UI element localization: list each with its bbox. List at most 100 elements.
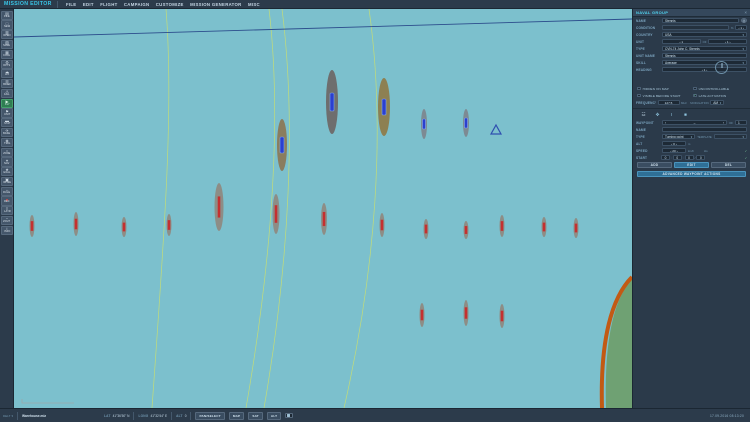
- menu-campaign[interactable]: CAMPAIGN: [123, 1, 150, 7]
- country-select[interactable]: USA ▾: [662, 31, 747, 38]
- text-icon[interactable]: I: [670, 112, 673, 117]
- skill-select[interactable]: Average ▾: [662, 59, 747, 66]
- map-canvas[interactable]: [14, 9, 632, 408]
- unit-red-ship-5[interactable]: [214, 183, 224, 231]
- waypoint-type-select[interactable]: Turning point ▾: [662, 133, 696, 140]
- menu-edit[interactable]: EDIT: [82, 1, 94, 7]
- tool-zoom-out-button[interactable]: − ZOUT: [1, 216, 13, 226]
- unit-name-input[interactable]: Stennis: [662, 52, 747, 59]
- tool-units-button[interactable]: ⚑ UNIT: [1, 108, 13, 118]
- start-hours[interactable]: 0: [661, 154, 670, 161]
- tool-save-button[interactable]: ▧ SAVE: [1, 39, 13, 50]
- unit-red-ship-1[interactable]: [29, 215, 35, 237]
- alt-view-button[interactable]: ALT: [266, 411, 282, 420]
- route-icon[interactable]: ☳: [641, 111, 646, 117]
- tool-zones-button[interactable]: ○ ZONE: [1, 147, 13, 157]
- tool-ruler-button[interactable]: ↔ RULE: [1, 186, 13, 196]
- tool-open-button[interactable]: ▥ OPEN: [1, 30, 13, 40]
- waypoint-name-input[interactable]: [662, 126, 747, 133]
- tool-briefing-button[interactable]: ☰ BRIEF: [1, 79, 13, 89]
- unit-red-ship-9[interactable]: [423, 219, 429, 239]
- tool-fly-button[interactable]: ▶ FLY: [1, 98, 13, 108]
- advanced-waypoint-actions-button[interactable]: ADVANCED WAYPOINT ACTIONS: [637, 170, 746, 177]
- checkbox-visible-before-start[interactable]: VISIBLE BEFORE START: [637, 94, 690, 98]
- map-units[interactable]: [29, 70, 579, 328]
- menu-misc[interactable]: MISC: [247, 1, 260, 7]
- unit-index-stepper[interactable]: ‹ 1: [662, 38, 701, 45]
- unit-carrier-kuznetsov[interactable]: [326, 70, 338, 134]
- close-icon[interactable]: ×: [744, 10, 747, 15]
- name-randomize-icon[interactable]: Ⓡ: [741, 17, 747, 24]
- unit-red-ship-14[interactable]: [419, 303, 425, 327]
- condition-input[interactable]: [662, 24, 729, 31]
- tool-info-button[interactable]: i INFO: [1, 225, 13, 235]
- delete-waypoint-button[interactable]: DEL: [711, 162, 746, 168]
- tool-statics-button[interactable]: ▬ STAT: [1, 118, 13, 128]
- sat-view-button[interactable]: SAT: [248, 411, 263, 420]
- tool-record-button[interactable]: REC: [1, 196, 13, 206]
- waypoint-triangle-marker[interactable]: [489, 123, 503, 135]
- delete-icon[interactable]: ■: [684, 112, 687, 117]
- unit-red-ship-8[interactable]: [379, 213, 385, 237]
- tool-options-button[interactable]: ⚙ OPTS: [1, 59, 13, 69]
- menu-flight[interactable]: FLIGHT: [100, 1, 118, 7]
- tool-navigation-button[interactable]: ⌖ NAV: [1, 157, 13, 167]
- template-select[interactable]: ▾: [713, 133, 747, 140]
- unit-red-ship-12[interactable]: [541, 217, 547, 237]
- tool-triggers-button[interactable]: ◈ TRIG: [1, 137, 13, 147]
- unit-red-ship-10[interactable]: [463, 221, 469, 239]
- tool-airfields-button[interactable]: ✈ BASE: [1, 127, 13, 138]
- checkbox-uncontrollable[interactable]: UNCONTROLLABLE: [693, 87, 746, 91]
- unit-carrier-stennis[interactable]: [277, 119, 287, 171]
- status-delta-tag[interactable]: DELT ▾: [3, 414, 13, 418]
- move-icon[interactable]: ✥: [655, 111, 660, 117]
- frequency-stepper[interactable]: 127.5: [657, 99, 680, 106]
- unit-red-ship-6[interactable]: [272, 194, 280, 234]
- speed-stepper[interactable]: ‹ 20 ›: [662, 147, 686, 154]
- tool-warehouse-button[interactable]: ▣ WHSE: [1, 176, 13, 187]
- unit-red-ship-2[interactable]: [73, 212, 79, 236]
- map-view-button[interactable]: MAP: [228, 411, 245, 420]
- unit-red-ship-4[interactable]: [166, 214, 172, 236]
- unit-carrier-second[interactable]: [378, 78, 390, 136]
- unit-total-stepper[interactable]: ‹ 1 ›: [708, 38, 748, 45]
- alt-stepper[interactable]: ‹ 0 ›: [662, 140, 686, 147]
- menu-customize[interactable]: CUSTOMIZE: [155, 1, 184, 7]
- unit-red-ship-7[interactable]: [321, 203, 327, 235]
- view-toggle[interactable]: [285, 413, 294, 418]
- type-select[interactable]: CVN-74 John C. Stennis ▾: [662, 45, 747, 52]
- tool-failures-button[interactable]: ⚠ FAIL: [1, 88, 13, 99]
- unit-escort-a[interactable]: [421, 109, 427, 139]
- heading-stepper[interactable]: ‹ 1 ›: [662, 66, 747, 73]
- tool-layers-button[interactable]: ≡ LAYR: [1, 206, 13, 216]
- start-seconds[interactable]: 0: [684, 154, 694, 161]
- add-waypoint-button[interactable]: ADD: [637, 162, 672, 168]
- waypoint-next-icon[interactable]: ›: [723, 120, 725, 125]
- tool-weather-button[interactable]: ☁ WX: [1, 69, 13, 79]
- name-input[interactable]: Stennis: [662, 17, 739, 24]
- waypoint-stepper[interactable]: ‹ – ›: [662, 119, 728, 126]
- edit-waypoint-button[interactable]: EDIT: [674, 162, 709, 168]
- menu-file[interactable]: FILE: [65, 1, 77, 7]
- unit-escort-b[interactable]: [463, 109, 469, 137]
- modulation-select[interactable]: AM ▾: [710, 99, 725, 106]
- unit-red-ship-11[interactable]: [499, 215, 505, 237]
- tool-goals-button[interactable]: ★ GOAL: [1, 167, 13, 177]
- start-lock-icon[interactable]: ✓: [744, 155, 747, 160]
- unit-red-ship-16[interactable]: [499, 304, 505, 328]
- menu-mission-generator[interactable]: MISSION GENERATOR: [190, 1, 242, 7]
- checkbox-hidden-on-map[interactable]: HIDDEN ON MAP: [637, 87, 690, 91]
- start-millis[interactable]: 0: [696, 154, 706, 161]
- heading-dial[interactable]: [715, 61, 728, 74]
- waypoint-prev-icon[interactable]: ‹: [665, 120, 667, 125]
- pan-select-button[interactable]: PAN/SELECT: [195, 411, 225, 420]
- checkbox-late-activation[interactable]: ✓ LATE ACTIVATION: [693, 93, 746, 98]
- start-minutes[interactable]: 0: [672, 154, 682, 161]
- unit-red-ship-13[interactable]: [573, 218, 579, 238]
- tool-file-button[interactable]: ▤ FILE: [1, 10, 13, 20]
- speed-lock-icon[interactable]: ✓: [744, 148, 747, 153]
- unit-red-ship-3[interactable]: [121, 217, 127, 237]
- unit-red-ship-15[interactable]: [463, 300, 469, 326]
- tool-coalition-button[interactable]: ▦ COAL: [1, 49, 13, 59]
- condition-stepper[interactable]: ‹ 1 ›: [735, 24, 747, 31]
